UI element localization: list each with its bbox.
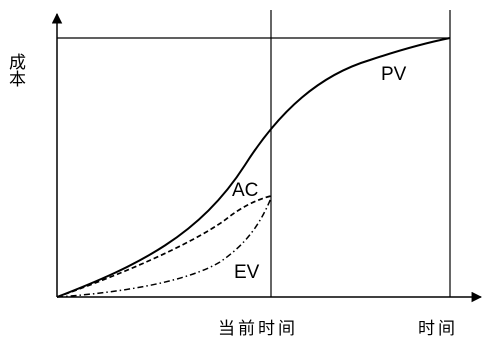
ev-label: EV <box>234 262 260 283</box>
pv-curve <box>56 37 451 298</box>
x-axis-label-end: 时间 <box>418 319 458 339</box>
x-axis-label-now: 当前时间 <box>218 319 298 339</box>
y-axis-label: 成本 <box>5 53 26 87</box>
ev-curve <box>56 197 272 298</box>
ac-curve <box>56 195 272 298</box>
ac-label: AC <box>232 180 258 201</box>
pv-label: PV <box>381 64 407 85</box>
